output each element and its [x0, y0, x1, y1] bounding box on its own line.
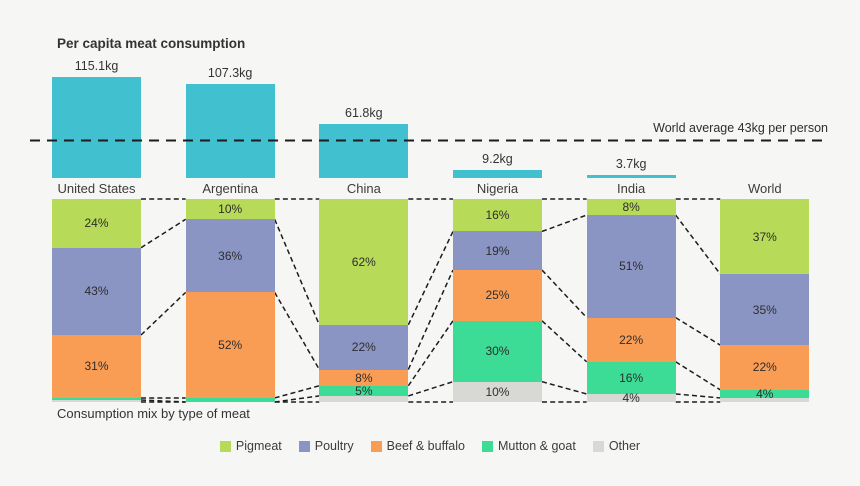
mix-segment [586, 361, 676, 394]
mix-segment [319, 199, 409, 325]
bar-value-label: 3.7kg [615, 156, 647, 171]
mix-segment [720, 397, 810, 402]
world-average-label: World average 43kg per person [653, 121, 828, 135]
mix-segment [52, 247, 141, 335]
mix-segment [720, 345, 810, 390]
mix-segment [319, 385, 409, 396]
segment-percent-label: 51% [619, 259, 644, 274]
mix-segment [52, 397, 141, 400]
segment-percent-label: 62% [351, 254, 376, 269]
segment-percent-label: 30% [485, 344, 510, 359]
segment-percent-label: 4% [756, 386, 774, 401]
mix-segment [586, 317, 676, 362]
category-label: India [617, 181, 646, 196]
segment-percent-label: 31% [84, 359, 109, 374]
category-label: United States [57, 181, 136, 196]
segment-percent-label: 43% [84, 284, 109, 299]
segment-percent-label: 35% [752, 302, 777, 317]
legend-swatch [219, 440, 231, 452]
mix-segment [452, 270, 542, 321]
legend-swatch [481, 440, 493, 452]
legend-label: Mutton & goat [497, 439, 576, 453]
mix-segment [586, 199, 676, 216]
per-capita-bar [52, 76, 141, 178]
per-capita-bar [452, 169, 542, 178]
segment-percent-label: 5% [355, 383, 373, 398]
legend: Pigmeat Poultry Beef & buffalo Mutton & goa… [0, 439, 860, 453]
mix-segment [720, 199, 810, 275]
per-capita-bar [319, 123, 409, 178]
bar-value-label: 107.3kg [207, 65, 253, 80]
category-label: Argentina [202, 181, 258, 196]
mix-segment [452, 381, 542, 402]
segment-percent-label: 37% [752, 229, 777, 244]
mix-segment [52, 399, 141, 402]
top-chart-title: Per capita meat consumption [57, 36, 246, 51]
mix-segment [52, 335, 141, 398]
mix-segment [720, 389, 810, 398]
segment-percent-label: 24% [84, 216, 109, 231]
bottom-chart-title: Consumption mix by type of meat [57, 406, 250, 421]
mix-segment [452, 231, 542, 271]
bar-value-label: 9.2kg [482, 151, 513, 166]
mix-segment [185, 219, 275, 293]
bar-value-label: 61.8kg [345, 105, 383, 120]
legend-item: Beef & buffalo [370, 439, 465, 453]
segment-percent-label: 25% [485, 288, 510, 303]
mix-segment [185, 199, 275, 220]
legend-item: Pigmeat [219, 439, 282, 453]
per-capita-bar [185, 83, 275, 178]
per-capita-bar [586, 174, 676, 178]
mix-segment [720, 274, 810, 346]
bar-value-label: 115.1kg [74, 58, 119, 73]
segment-percent-label: 22% [752, 360, 777, 375]
segment-percent-label: 22% [351, 340, 376, 355]
segment-percent-label: 8% [622, 200, 640, 215]
segment-percent-label: 52% [218, 338, 243, 353]
segment-percent-label: 16% [619, 370, 644, 385]
segment-percent-label: 10% [218, 202, 243, 217]
segment-percent-label: 16% [485, 208, 510, 223]
segment-percent-label: 8% [355, 370, 373, 385]
segment-percent-label: 10% [485, 384, 510, 399]
legend-label: Other [608, 439, 641, 453]
legend-label: Poultry [314, 439, 354, 453]
legend-label: Beef & buffalo [386, 439, 465, 453]
mix-segment [452, 320, 542, 382]
segment-percent-label: 19% [485, 243, 510, 258]
legend-label: Pigmeat [235, 439, 282, 453]
segment-percent-label: 4% [622, 390, 640, 405]
mix-segment [586, 393, 676, 402]
category-label: World [747, 181, 782, 196]
legend-item: Other [592, 439, 641, 453]
legend-swatch [370, 440, 382, 452]
mix-segment [185, 292, 275, 398]
mix-segment [185, 397, 275, 402]
legend-item: Mutton & goat [481, 439, 576, 453]
mix-segment [319, 369, 409, 386]
mix-segment [319, 395, 409, 402]
category-label: Nigeria [476, 181, 519, 196]
segment-percent-label: 22% [619, 332, 644, 347]
mix-segment [586, 215, 676, 318]
category-label: China [346, 181, 381, 196]
mix-segment [452, 199, 542, 232]
segment-percent-label: 36% [218, 248, 243, 263]
legend-swatch [592, 440, 604, 452]
legend-swatch [298, 440, 310, 452]
mix-segment [52, 199, 141, 248]
mix-segment [319, 324, 409, 370]
legend-item: Poultry [298, 439, 354, 453]
